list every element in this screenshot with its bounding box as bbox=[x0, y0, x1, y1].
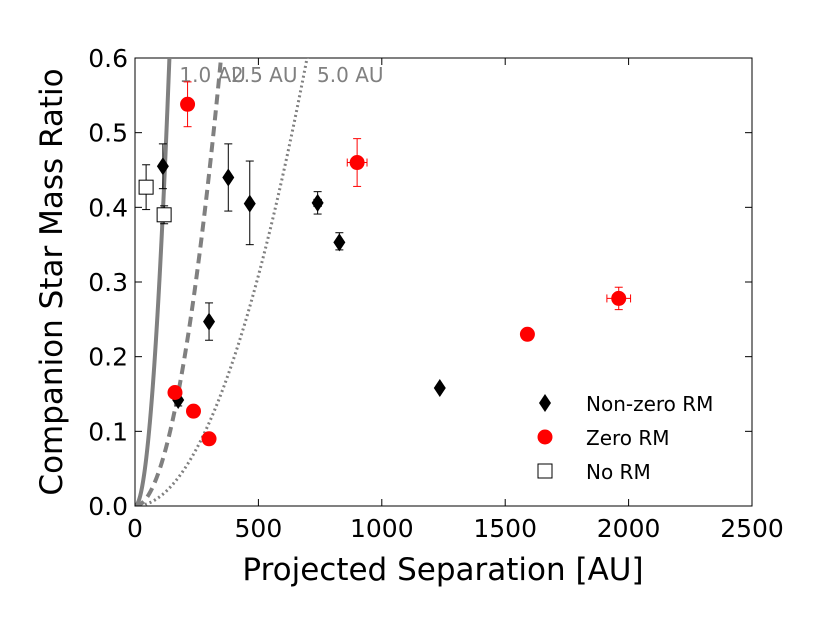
y-axis-label: Companion Star Mass Ratio bbox=[34, 68, 70, 495]
data-point-diamond bbox=[243, 194, 256, 213]
data-point-circle bbox=[611, 290, 627, 306]
plot-frame bbox=[134, 57, 753, 507]
curves-layer bbox=[135, 58, 309, 506]
x-axis-label: Projected Separation [AU] bbox=[242, 552, 643, 588]
legend-marker-circle bbox=[537, 429, 553, 445]
curve-dashed bbox=[135, 58, 224, 506]
x-axis: 0 500 1000 1500 2000 2500 bbox=[127, 58, 784, 543]
legend: Non-zero RM Zero RM No RM bbox=[537, 392, 713, 484]
x-tick-label: 500 bbox=[235, 514, 283, 543]
curve-label: 5.0 AU bbox=[317, 63, 383, 87]
data-point-diamond bbox=[222, 168, 235, 187]
data-point-circle bbox=[519, 326, 535, 342]
y-tick-label: 0.1 bbox=[88, 417, 128, 446]
y-tick-label: 0.0 bbox=[88, 492, 128, 521]
legend-label: Non-zero RM bbox=[586, 392, 713, 416]
legend-label: No RM bbox=[586, 460, 651, 484]
curve-solid bbox=[135, 58, 172, 506]
data-point-square bbox=[156, 207, 172, 223]
y-tick-label: 0.4 bbox=[88, 193, 128, 222]
curve-label: 1.0 AU bbox=[179, 63, 245, 87]
data-point-diamond bbox=[311, 193, 324, 212]
y-tick-label: 0.6 bbox=[88, 44, 128, 73]
curve-label: 2.5 AU bbox=[231, 63, 297, 87]
y-tick-label: 0.2 bbox=[88, 343, 128, 372]
data-point-circle bbox=[167, 385, 183, 401]
data-point-diamond bbox=[156, 157, 169, 176]
x-tick-label: 0 bbox=[127, 514, 143, 543]
y-tick-label: 0.5 bbox=[88, 119, 128, 148]
x-tick-label: 1500 bbox=[473, 514, 537, 543]
data-point-diamond bbox=[333, 233, 346, 252]
curve-labels: 1.0 AU2.5 AU 5.0 AU bbox=[179, 63, 383, 87]
x-tick-label: 1000 bbox=[350, 514, 414, 543]
y-axis: 0.0 0.1 0.2 0.3 0.4 0.5 0.6 bbox=[88, 44, 752, 521]
data-point-circle bbox=[180, 96, 196, 112]
data-point-square bbox=[138, 179, 154, 195]
data-point-circle bbox=[201, 431, 217, 447]
x-tick-label: 2000 bbox=[597, 514, 661, 543]
curve-dotted bbox=[135, 58, 309, 506]
legend-marker-square bbox=[537, 463, 553, 479]
legend-label: Zero RM bbox=[586, 426, 670, 450]
data-point-circle bbox=[349, 155, 365, 171]
data-point-circle bbox=[185, 403, 201, 419]
data-point-diamond bbox=[433, 379, 446, 398]
points-layer bbox=[138, 81, 632, 447]
y-tick-label: 0.3 bbox=[88, 268, 128, 297]
legend-marker-diamond bbox=[539, 394, 551, 412]
x-tick-label: 2500 bbox=[720, 514, 784, 543]
data-point-diamond bbox=[203, 312, 216, 331]
